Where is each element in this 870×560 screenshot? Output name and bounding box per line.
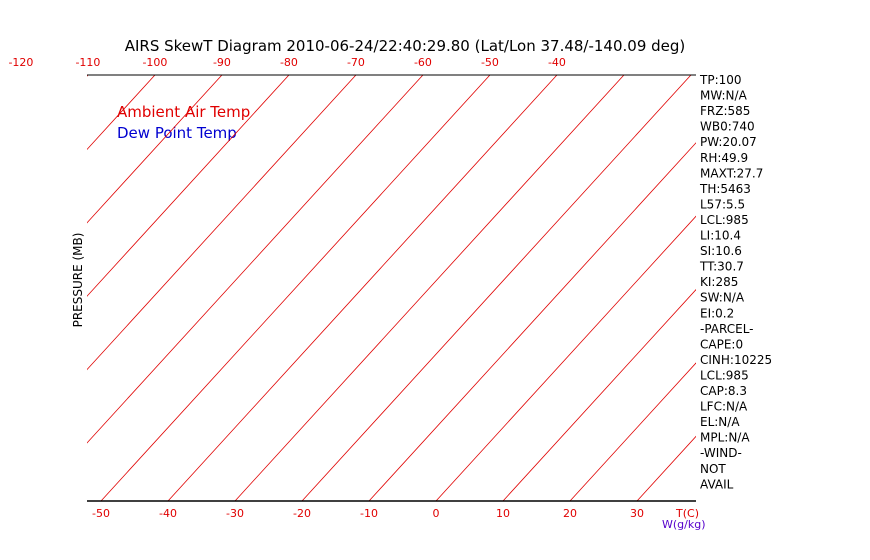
isotherm-line: [100, 75, 491, 501]
index-entry: LCL:985: [700, 368, 749, 382]
index-entry: AVAIL: [700, 477, 734, 491]
top-temp-tick-label: -80: [280, 56, 298, 69]
isotherm-line: [368, 142, 696, 501]
isotherm-line: [87, 75, 424, 444]
isotherm-line: [569, 362, 696, 501]
index-entry: SI:10.6: [700, 244, 742, 258]
index-entry: TH:5463: [699, 182, 751, 196]
isotherm-line: [87, 75, 223, 224]
bottom-temp-tick-label: 10: [496, 507, 510, 520]
isotherm-line: [301, 75, 692, 501]
bottom-temp-tick-label: 0: [433, 507, 440, 520]
index-entry: WB0:740: [700, 120, 755, 134]
index-entry: -PARCEL-: [700, 322, 754, 336]
top-temp-tick-label: -60: [414, 56, 432, 69]
top-temp-tick-label: -120: [8, 56, 33, 69]
top-temp-tick-label: -90: [213, 56, 231, 69]
top-temp-tick-label: -70: [347, 56, 365, 69]
isotherm-line: [435, 215, 696, 501]
index-entry: TP:100: [699, 73, 742, 87]
bottom-temp-tick-label: -50: [92, 507, 110, 520]
index-entry: CAPE:0: [700, 337, 743, 351]
legend-ambient-air-temp: Ambient Air Temp: [117, 103, 250, 121]
y-axis-label: PRESSURE (MB): [71, 233, 85, 328]
bottom-temp-tick-label: -30: [226, 507, 244, 520]
index-entry: MW:N/A: [700, 89, 748, 103]
index-entry: EI:0.2: [700, 306, 734, 320]
chart-title: AIRS SkewT Diagram 2010-06-24/22:40:29.8…: [125, 37, 686, 55]
axis-ticks: 1002003004005006007008009001000-120-110-…: [8, 56, 706, 531]
index-entry: LCL:985: [700, 213, 749, 227]
isotherm-line: [87, 75, 290, 297]
top-temp-tick-label: -100: [142, 56, 167, 69]
index-entry: TT:30.7: [699, 260, 744, 274]
index-entry: MPL:N/A: [700, 431, 750, 445]
index-entry: KI:285: [700, 275, 738, 289]
top-temp-tick-label: -40: [548, 56, 566, 69]
isotherm-line: [502, 289, 696, 501]
index-entry: CINH:10225: [700, 353, 772, 367]
index-entry: L57:5.5: [700, 197, 745, 211]
legend-dew-point-temp: Dew Point Temp: [117, 124, 237, 142]
isobar-lines: [87, 74, 696, 502]
bottom-temp-tick-label: -10: [360, 507, 378, 520]
isotherm-line: [0, 75, 21, 501]
index-entry: RH:49.9: [700, 151, 748, 165]
top-temp-tick-label: -110: [75, 56, 100, 69]
index-entry: MAXT:27.7: [700, 166, 763, 180]
index-entry: PW:20.07: [700, 135, 757, 149]
index-entry: LI:10.4: [700, 229, 741, 243]
isotherm-line: [771, 75, 870, 501]
index-entry: CAP:8.3: [700, 384, 747, 398]
skewt-grid: [0, 75, 870, 501]
mixing-ratio-unit-label: W(g/kg): [662, 518, 706, 531]
bottom-temp-tick-label: -40: [159, 507, 177, 520]
index-entry: NOT: [700, 462, 726, 476]
isotherm-line: [234, 75, 625, 501]
bottom-temp-tick-label: -20: [293, 507, 311, 520]
index-entry: LFC:N/A: [700, 400, 748, 414]
isotherm-line: [87, 75, 357, 371]
top-temp-tick-label: -50: [481, 56, 499, 69]
temp-unit-label: T(C): [675, 507, 699, 520]
isotherm-line: [87, 75, 156, 151]
index-entry: EL:N/A: [700, 415, 740, 429]
index-entry: SW:N/A: [700, 291, 745, 305]
bottom-temp-tick-label: 30: [630, 507, 644, 520]
bottom-temp-tick-label: 20: [563, 507, 577, 520]
isotherm-line: [838, 75, 870, 501]
index-entry: FRZ:585: [700, 104, 750, 118]
isotherm-line: [167, 75, 558, 501]
index-entry: -WIND-: [700, 446, 742, 460]
